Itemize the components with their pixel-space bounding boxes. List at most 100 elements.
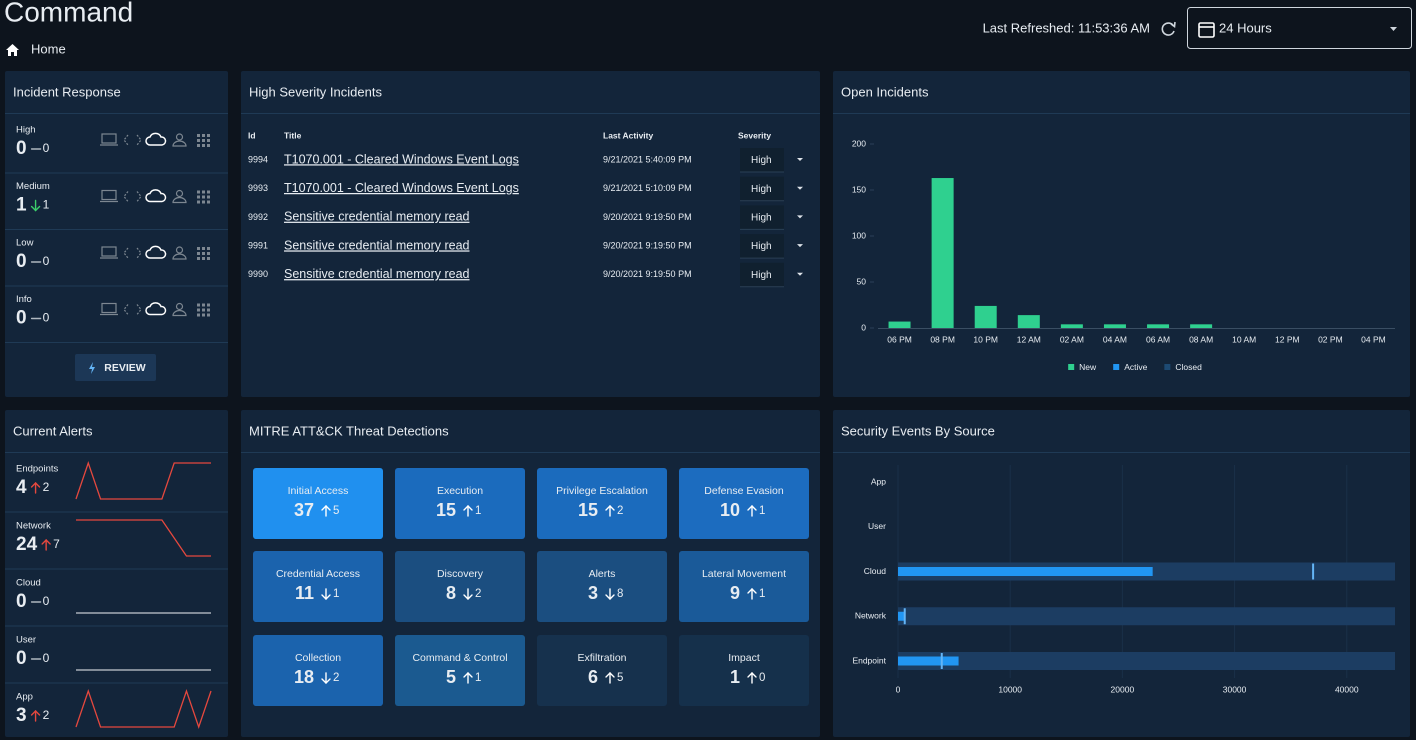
- tile[interactable]: [537, 551, 667, 622]
- tile[interactable]: [395, 635, 525, 706]
- tile[interactable]: [253, 468, 383, 539]
- grid-icon-cell: [202, 134, 205, 137]
- tile[interactable]: [537, 468, 667, 539]
- tile-name: Alerts: [589, 568, 616, 580]
- incident-title[interactable]: Sensitive credential memory read: [284, 267, 470, 281]
- breadcrumb: Home: [31, 41, 66, 56]
- tile-change: 8: [617, 588, 623, 600]
- tile-count: 15: [436, 500, 456, 520]
- row-change: 7: [53, 537, 60, 551]
- incident-title[interactable]: T1070.001 - Cleared Windows Event Logs: [284, 152, 519, 166]
- incident-title[interactable]: T1070.001 - Cleared Windows Event Logs: [284, 181, 519, 195]
- laptop-icon: [101, 246, 117, 257]
- grid-icon-cell: [202, 144, 205, 147]
- incident-title[interactable]: Sensitive credential memory read: [284, 210, 470, 224]
- grid-icon-cell: [202, 252, 205, 255]
- trend-head: [463, 672, 473, 678]
- severity-select[interactable]: [740, 205, 784, 230]
- x-tick-label: 0: [896, 684, 901, 694]
- row-label: Low: [16, 238, 34, 249]
- tile[interactable]: [395, 551, 525, 622]
- incident-id: 9990: [248, 269, 268, 279]
- tile[interactable]: [395, 468, 525, 539]
- incident-title[interactable]: Sensitive credential memory read: [284, 238, 470, 252]
- sparkline: [76, 519, 211, 557]
- row-change: 0: [43, 311, 50, 325]
- legend-label: New: [1079, 362, 1097, 372]
- tile-name: Exfiltration: [577, 652, 626, 664]
- severity-value: High: [751, 213, 772, 224]
- severity-select[interactable]: [740, 148, 784, 172]
- incident-last-activity: 9/20/2021 9:19:50 PM: [603, 240, 692, 250]
- cloud-icon: [145, 132, 167, 146]
- y-tick-label: Endpoint: [852, 655, 886, 665]
- last-refreshed: Last Refreshed: 11:53:36 AM: [983, 20, 1150, 35]
- grid-icon-cell: [197, 134, 200, 137]
- legend-swatch: [1113, 364, 1120, 370]
- refresh-icon[interactable]: [1161, 22, 1175, 36]
- y-tick-label: Network: [855, 611, 887, 621]
- review-button[interactable]: [75, 354, 156, 381]
- grid-icon-cell: [202, 313, 205, 317]
- grid-icon-cell: [197, 139, 200, 142]
- x-tick-label: 02 PM: [1318, 334, 1343, 344]
- grid-icon-cell: [202, 139, 205, 142]
- tile[interactable]: [679, 551, 809, 622]
- user-body: [172, 253, 187, 260]
- time-range-select[interactable]: [1187, 7, 1412, 49]
- incident-id: 9993: [248, 183, 268, 193]
- severity-value: High: [751, 241, 772, 252]
- row-change: 2: [43, 708, 50, 722]
- row-count: 3: [16, 705, 27, 726]
- trend-icon: [463, 672, 473, 684]
- trend-icon: [30, 482, 41, 494]
- tile-name: Credential Access: [276, 568, 360, 580]
- trend-head: [321, 678, 331, 684]
- trend-head: [747, 588, 757, 594]
- severity-value: High: [751, 270, 772, 281]
- row-change: 0: [43, 594, 50, 608]
- grid-icon-cell: [207, 257, 210, 260]
- tile-count: 10: [720, 500, 740, 520]
- x-tick-label: 40000: [1335, 684, 1359, 694]
- severity-select[interactable]: [740, 234, 784, 259]
- trend-icon: [30, 199, 41, 212]
- target-marker: [940, 653, 943, 669]
- grid-icon-cell: [207, 139, 210, 142]
- incident-last-activity: 9/20/2021 9:19:50 PM: [603, 212, 692, 222]
- x-tick-label: 20000: [1111, 684, 1135, 694]
- x-tick-label: 06 PM: [887, 334, 912, 344]
- code-icon: [123, 134, 142, 146]
- tile[interactable]: [537, 635, 667, 706]
- grid-icon-cell: [197, 252, 200, 255]
- trend-head: [321, 594, 331, 600]
- bar: [931, 178, 954, 328]
- user-icon: [175, 189, 184, 198]
- panel-title: High Severity Incidents: [249, 84, 382, 99]
- bar: [888, 321, 911, 328]
- trend-head: [605, 672, 615, 678]
- code-icon: [123, 191, 142, 202]
- trend-icon: [605, 588, 615, 600]
- tile-count: 37: [294, 500, 314, 520]
- tile-change: 5: [333, 505, 339, 517]
- severity-caret: [797, 158, 803, 161]
- user-body: [172, 140, 187, 147]
- trend-icon: [463, 505, 473, 517]
- target-marker: [1312, 563, 1315, 580]
- panel-title: MITRE ATT&CK Threat Detections: [249, 423, 449, 438]
- user-icon: [175, 246, 184, 254]
- tile[interactable]: [679, 468, 809, 539]
- laptop-icon: [101, 302, 117, 314]
- tile[interactable]: [253, 635, 383, 706]
- severity-select[interactable]: [740, 176, 784, 201]
- x-tick-label: 08 AM: [1189, 334, 1213, 344]
- tile[interactable]: [679, 635, 809, 706]
- tile[interactable]: [253, 551, 383, 622]
- severity-select[interactable]: [740, 262, 784, 287]
- trend-icon: [41, 539, 51, 551]
- grid-icon-cell: [207, 200, 210, 204]
- incident-id: 9994: [248, 154, 268, 164]
- grid-icon-cell: [202, 195, 205, 199]
